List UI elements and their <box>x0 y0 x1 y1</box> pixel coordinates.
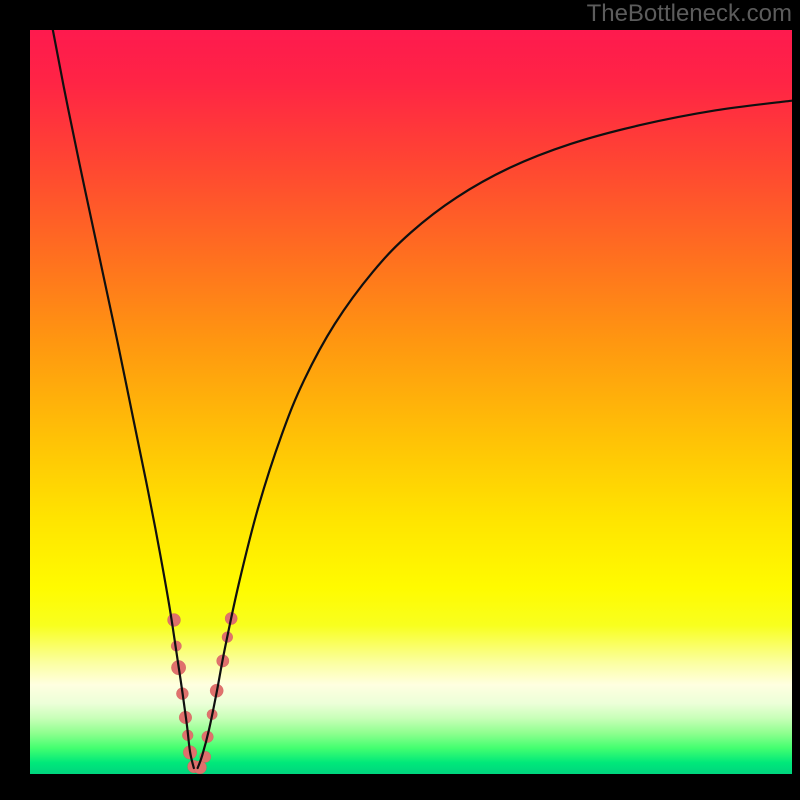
marker-left-0 <box>168 613 181 626</box>
root-container: { "source": { "watermark_text": "TheBott… <box>0 0 800 800</box>
chart-background <box>30 30 792 774</box>
watermark-text: TheBottleneck.com <box>587 0 792 28</box>
plot-area <box>30 30 792 774</box>
chart-svg <box>30 30 792 774</box>
